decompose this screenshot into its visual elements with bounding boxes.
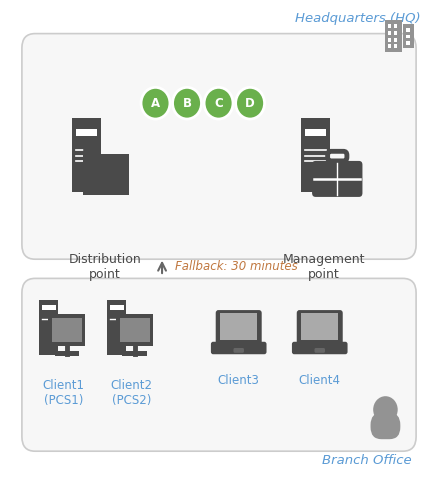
FancyBboxPatch shape [394, 31, 397, 35]
Text: B: B [183, 96, 191, 110]
FancyBboxPatch shape [83, 145, 101, 154]
FancyBboxPatch shape [116, 314, 153, 346]
FancyBboxPatch shape [297, 310, 343, 345]
Text: Client4: Client4 [299, 374, 341, 387]
FancyBboxPatch shape [388, 44, 391, 48]
FancyBboxPatch shape [385, 20, 402, 51]
FancyBboxPatch shape [120, 318, 150, 342]
FancyBboxPatch shape [76, 129, 97, 136]
FancyBboxPatch shape [388, 24, 391, 28]
Text: Branch Office: Branch Office [322, 454, 412, 467]
Text: A: A [151, 96, 160, 110]
FancyBboxPatch shape [394, 37, 397, 42]
FancyBboxPatch shape [83, 154, 129, 194]
Text: Client1
(PCS1): Client1 (PCS1) [42, 379, 85, 407]
FancyBboxPatch shape [52, 318, 82, 342]
FancyBboxPatch shape [122, 351, 147, 356]
FancyBboxPatch shape [305, 129, 326, 136]
FancyBboxPatch shape [292, 342, 348, 354]
FancyBboxPatch shape [301, 118, 329, 192]
FancyBboxPatch shape [371, 413, 400, 439]
FancyBboxPatch shape [216, 310, 262, 345]
FancyBboxPatch shape [22, 278, 416, 451]
FancyBboxPatch shape [211, 342, 266, 354]
Text: Headquarters (HQ): Headquarters (HQ) [295, 12, 420, 25]
Text: C: C [214, 96, 223, 110]
FancyBboxPatch shape [301, 313, 338, 340]
Text: Management
point: Management point [283, 253, 365, 281]
FancyBboxPatch shape [388, 31, 391, 35]
FancyBboxPatch shape [110, 305, 124, 310]
FancyBboxPatch shape [394, 24, 397, 28]
Text: Client3: Client3 [218, 374, 260, 387]
FancyBboxPatch shape [314, 348, 325, 353]
FancyBboxPatch shape [394, 44, 397, 48]
Text: Fallback: 30 minutes: Fallback: 30 minutes [175, 260, 298, 274]
FancyBboxPatch shape [48, 314, 85, 346]
FancyBboxPatch shape [406, 28, 410, 32]
FancyBboxPatch shape [42, 305, 56, 310]
FancyBboxPatch shape [72, 118, 101, 192]
Text: Client2
(PCS2): Client2 (PCS2) [110, 379, 152, 407]
Circle shape [173, 87, 201, 119]
Text: D: D [245, 96, 255, 110]
FancyBboxPatch shape [388, 37, 391, 42]
FancyBboxPatch shape [107, 300, 126, 355]
FancyBboxPatch shape [403, 24, 414, 48]
Circle shape [236, 87, 265, 119]
Circle shape [373, 396, 398, 423]
FancyBboxPatch shape [406, 41, 410, 45]
FancyBboxPatch shape [233, 348, 244, 353]
FancyBboxPatch shape [220, 313, 257, 340]
FancyBboxPatch shape [312, 161, 362, 197]
FancyBboxPatch shape [39, 300, 58, 355]
FancyBboxPatch shape [406, 35, 410, 38]
Circle shape [204, 87, 233, 119]
Text: Distribution
point: Distribution point [69, 253, 141, 281]
FancyBboxPatch shape [54, 351, 79, 356]
Circle shape [141, 87, 170, 119]
FancyBboxPatch shape [22, 34, 416, 259]
